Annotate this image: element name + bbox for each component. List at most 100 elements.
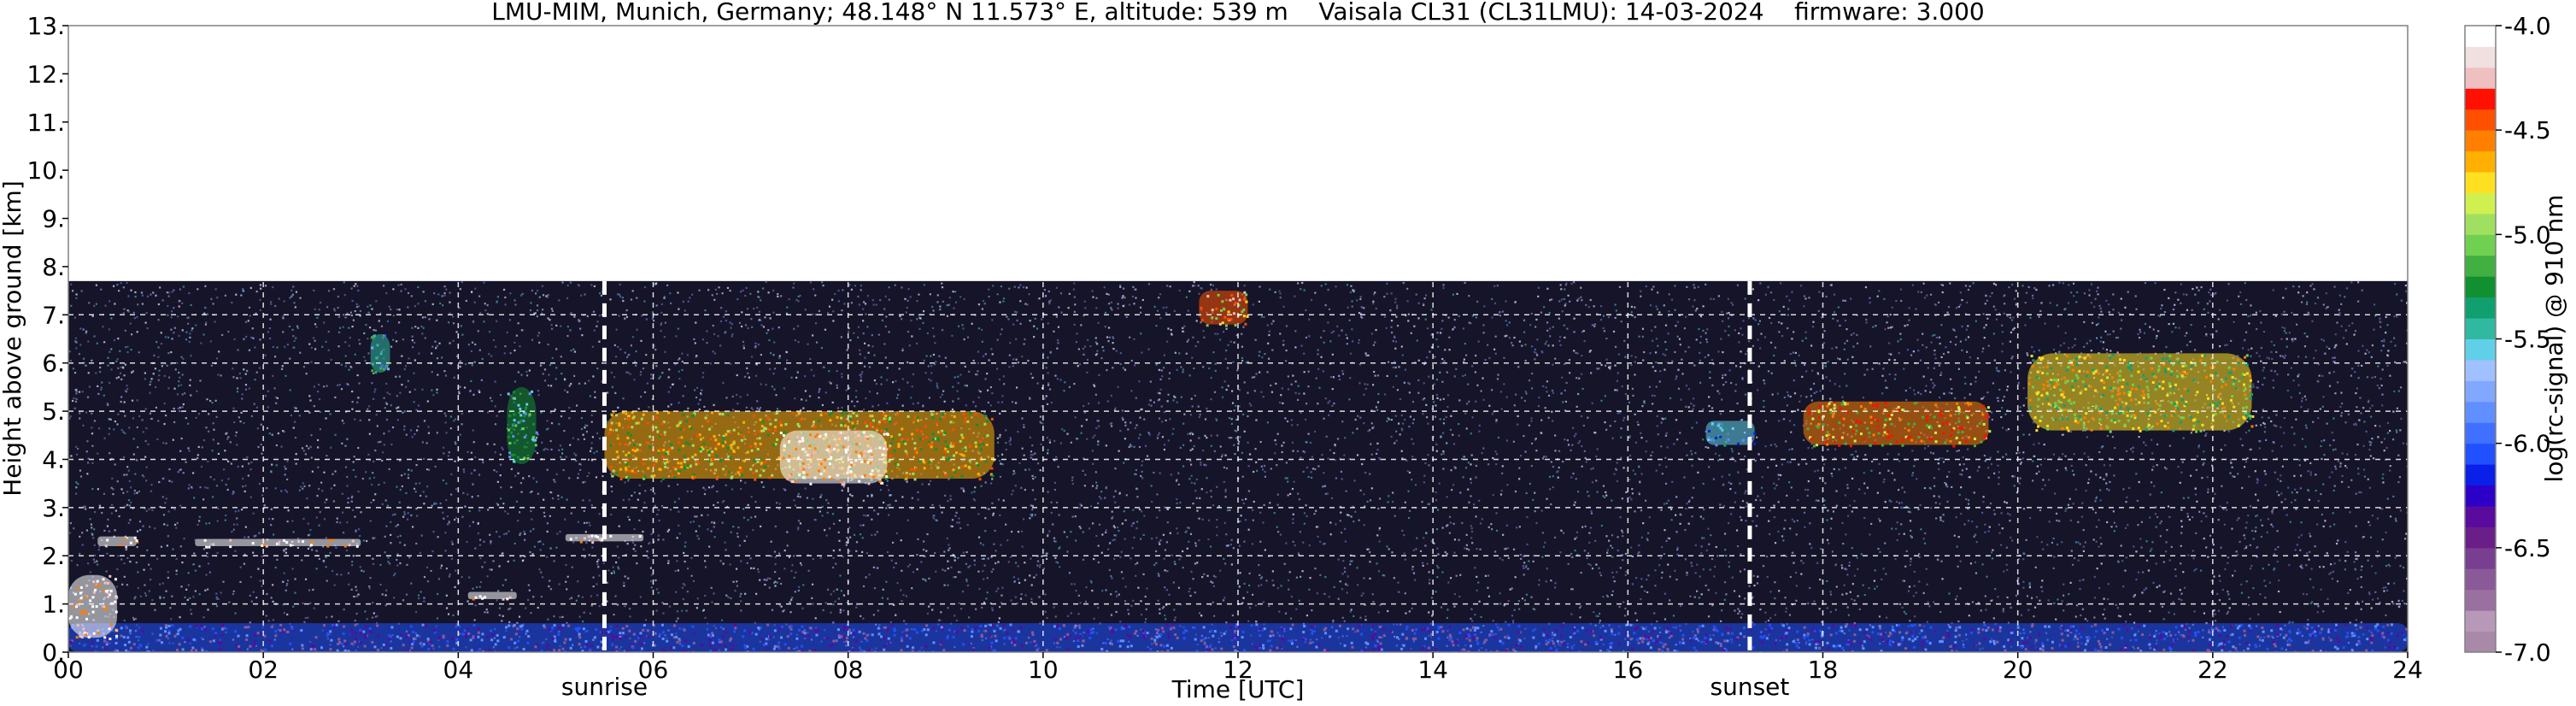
noise-dot: [1895, 300, 1898, 303]
noise-dot: [1885, 616, 1888, 619]
noise-dot: [1804, 488, 1807, 491]
noise-dot: [812, 603, 814, 605]
noise-dot: [2151, 468, 2154, 471]
noise-dot: [83, 362, 85, 364]
noise-dot: [1279, 533, 1282, 536]
noise-dot: [1488, 404, 1491, 407]
noise-dot: [181, 374, 184, 376]
noise-dot: [657, 591, 660, 594]
noise-dot: [1292, 518, 1294, 521]
noise-dot: [754, 342, 757, 344]
noise-dot: [1607, 539, 1611, 542]
noise-dot: [116, 568, 119, 571]
noise-dot: [1558, 466, 1560, 469]
noise-dot: [550, 308, 554, 310]
noise-dot: [126, 503, 129, 506]
noise-dot: [1763, 382, 1766, 385]
noise-dot: [906, 361, 909, 364]
noise-dot: [2371, 376, 2374, 379]
noise-dot: [1348, 319, 1351, 321]
noise-dot: [1705, 584, 1707, 587]
noise-dot: [238, 416, 240, 419]
noise-dot: [1775, 484, 1778, 486]
noise-dot: [1770, 372, 1773, 374]
noise-dot: [1235, 437, 1238, 439]
noise-dot: [1300, 411, 1302, 414]
noise-dot: [1331, 404, 1334, 407]
noise-dot: [126, 309, 129, 312]
noise-dot: [1805, 370, 1808, 373]
noise-dot: [1616, 479, 1619, 483]
noise-dot: [1031, 474, 1034, 477]
noise-dot: [2270, 340, 2273, 343]
noise-dot: [291, 520, 294, 522]
noise-dot: [530, 509, 532, 513]
noise-dot: [997, 455, 1000, 457]
noise-dot: [1675, 378, 1677, 380]
noise-dot: [1785, 555, 1787, 557]
noise-dot: [2377, 365, 2379, 368]
noise-dot: [1216, 534, 1218, 537]
noise-dot: [967, 566, 970, 568]
noise-dot: [332, 500, 335, 503]
noise-dot: [807, 343, 809, 345]
noise-dot: [1557, 470, 1559, 473]
noise-dot: [1401, 429, 1404, 432]
noise-dot: [1723, 598, 1726, 601]
noise-dot: [558, 449, 560, 451]
noise-dot: [1968, 615, 1970, 617]
noise-dot: [2403, 603, 2406, 605]
noise-dot: [393, 597, 396, 599]
noise-dot: [997, 441, 1000, 444]
noise-dot: [1094, 471, 1097, 474]
noise-dot: [572, 437, 574, 439]
noise-dot: [1223, 557, 1225, 560]
noise-dot: [1083, 345, 1087, 348]
noise-dot: [112, 492, 114, 496]
noise-dot: [1740, 519, 1743, 521]
noise-dot: [1581, 331, 1584, 333]
noise-dot: [546, 556, 549, 558]
noise-dot: [539, 540, 542, 543]
noise-dot: [760, 324, 763, 327]
noise-dot: [871, 495, 873, 498]
noise-dot: [950, 525, 953, 527]
noise-dot: [290, 414, 292, 417]
noise-dot: [2335, 542, 2338, 545]
noise-dot: [261, 452, 263, 455]
noise-dot: [519, 345, 521, 348]
noise-dot: [85, 364, 87, 367]
noise-dot: [1985, 324, 1987, 327]
noise-dot: [1876, 295, 1879, 297]
noise-dot: [387, 561, 390, 563]
noise-dot: [809, 357, 812, 361]
noise-dot: [2376, 550, 2379, 553]
noise-dot: [1548, 475, 1552, 479]
noise-dot: [130, 501, 132, 503]
noise-dot: [281, 365, 284, 368]
noise-dot: [681, 609, 684, 612]
noise-dot: [1248, 453, 1252, 456]
noise-dot: [929, 293, 931, 296]
noise-dot: [546, 468, 549, 471]
noise-dot: [957, 325, 960, 327]
noise-dot: [2003, 312, 2005, 315]
noise-dot: [1073, 323, 1076, 326]
noise-dot: [1029, 397, 1031, 400]
noise-dot: [1982, 313, 1985, 315]
noise-dot: [780, 295, 783, 297]
noise-dot: [91, 432, 94, 435]
noise-dot: [1521, 344, 1523, 347]
noise-dot: [479, 312, 482, 315]
noise-dot: [1182, 444, 1185, 446]
noise-dot: [1740, 366, 1742, 368]
noise-dot: [434, 465, 437, 468]
noise-dot: [494, 380, 496, 383]
noise-dot: [1800, 560, 1803, 562]
noise-dot: [731, 409, 735, 411]
noise-dot: [651, 317, 654, 321]
noise-dot: [756, 400, 759, 403]
noise-dot: [1496, 285, 1499, 287]
noise-dot: [643, 300, 646, 303]
noise-dot: [1322, 485, 1324, 488]
